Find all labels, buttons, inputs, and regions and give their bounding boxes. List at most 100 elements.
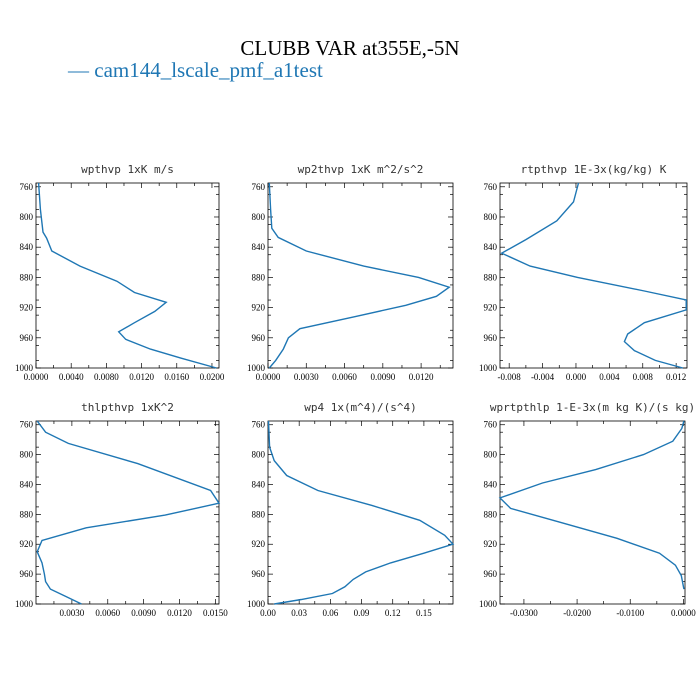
y-tick-label: 1000 — [15, 599, 34, 609]
chart-panel-2: wp2thvp 1xK m^2/s^2 760 800 840 880 920 960 100… — [247, 163, 454, 382]
x-tick-label: 0.0090 — [370, 372, 395, 382]
plot-frame — [267, 420, 454, 605]
y-tick-label: 920 — [484, 539, 498, 549]
y-tick-label: 760 — [484, 420, 498, 430]
x-tick-label: 0.0060 — [95, 608, 120, 618]
plot-frame — [35, 420, 220, 605]
y-tick-label: 800 — [20, 212, 34, 222]
y-tick-label: 760 — [20, 420, 34, 430]
series-line — [36, 420, 221, 605]
y-tick-label: 880 — [484, 509, 498, 519]
x-tick-label: 0.0000 — [671, 608, 696, 618]
y-tick-label: 880 — [252, 272, 266, 282]
y-tick-label: 960 — [20, 569, 34, 579]
y-tick-label: 960 — [484, 333, 498, 343]
chart-panel-3: rtpthvp 1E-3x(kg/kg) K 760 800 840 880 920 960… — [479, 163, 688, 382]
x-tick-label: 0.000 — [566, 372, 587, 382]
x-tick-label: 0.0120 — [409, 372, 434, 382]
y-tick-label: 800 — [252, 450, 266, 460]
y-tick-label: 960 — [20, 333, 34, 343]
panel-title: rtpthvp 1E-3x(kg/kg) K — [521, 163, 667, 176]
chart-panel-5: wp4 1x(m^4)/(s^4)76080084088092096010000… — [247, 401, 455, 618]
series-line — [37, 182, 217, 369]
x-tick-label: 0.0160 — [164, 372, 189, 382]
y-tick-label: 960 — [484, 569, 498, 579]
x-tick-label: 0.0060 — [332, 372, 357, 382]
y-tick-label: 880 — [20, 272, 34, 282]
y-tick-label: 1000 — [479, 363, 498, 373]
series-line — [267, 420, 455, 605]
y-tick-label: 800 — [252, 212, 266, 222]
x-tick-label: 0.0200 — [200, 372, 225, 382]
x-tick-label: 0.15 — [416, 608, 432, 618]
y-tick-label: 840 — [20, 479, 34, 489]
x-tick-label: -0.0100 — [616, 608, 644, 618]
plot-frame — [499, 420, 686, 605]
y-tick-label: 760 — [484, 182, 498, 192]
panel-title: wp2thvp 1xK m^2/s^2 — [298, 163, 424, 176]
y-tick-label: 920 — [484, 303, 498, 313]
y-tick-label: 1000 — [479, 599, 498, 609]
x-tick-label: 0.03 — [291, 608, 307, 618]
panel-title: wpthvp 1xK m/s — [81, 163, 174, 176]
x-tick-label: 0.0120 — [167, 608, 192, 618]
y-tick-label: 760 — [20, 182, 34, 192]
x-tick-label: 0.12 — [385, 608, 401, 618]
y-tick-label: 1000 — [247, 363, 266, 373]
y-tick-label: 800 — [484, 212, 498, 222]
y-tick-label: 840 — [20, 242, 34, 252]
y-tick-label: 760 — [252, 420, 266, 430]
y-tick-label: 920 — [252, 303, 266, 313]
y-tick-label: 800 — [484, 450, 498, 460]
series-line — [500, 182, 687, 369]
y-tick-label: 840 — [252, 479, 266, 489]
figure-title: CLUBB VAR at355E,-5N — [240, 36, 460, 60]
x-tick-label: -0.0300 — [510, 608, 538, 618]
x-tick-label: 0.0030 — [294, 372, 319, 382]
x-tick-label: -0.0200 — [563, 608, 591, 618]
x-tick-label: -0.008 — [498, 372, 522, 382]
plot-frame — [35, 182, 220, 369]
x-tick-label: 0.00 — [260, 608, 276, 618]
chart-panel-4: thlpthvp 1xK^2 760 800 840 880 920 960 1000 0.00… — [15, 401, 228, 618]
legend-entry: — cam144_lscale_pmf_a1test — [68, 58, 323, 82]
x-tick-label: 0.0150 — [203, 608, 228, 618]
y-tick-label: 880 — [252, 509, 266, 519]
series-line — [268, 182, 451, 369]
y-tick-label: 760 — [252, 182, 266, 192]
panel-title: wp4 1x(m^4)/(s^4) — [304, 401, 417, 414]
chart-panel-1: wpthvp 1xK m/s76080084088092096010000.00… — [15, 163, 225, 382]
y-tick-label: 920 — [20, 303, 34, 313]
x-tick-label: 0.0080 — [94, 372, 119, 382]
plot-frame — [267, 182, 454, 369]
y-tick-label: 840 — [252, 242, 266, 252]
y-tick-label: 1000 — [247, 599, 266, 609]
x-tick-label: 0.0000 — [24, 372, 49, 382]
x-tick-label: -0.004 — [531, 372, 555, 382]
y-tick-label: 920 — [20, 539, 34, 549]
x-tick-label: 0.004 — [599, 372, 620, 382]
x-tick-label: 0.0030 — [60, 608, 85, 618]
y-tick-label: 800 — [20, 450, 34, 460]
y-tick-label: 960 — [252, 569, 266, 579]
x-tick-label: 0.0090 — [131, 608, 156, 618]
y-tick-label: 840 — [484, 479, 498, 489]
panel-title: thlpthvp 1xK^2 — [81, 401, 174, 414]
x-tick-label: 0.008 — [633, 372, 654, 382]
y-tick-label: 1000 — [15, 363, 34, 373]
y-tick-label: 920 — [252, 539, 266, 549]
plot-frame — [499, 182, 688, 369]
x-tick-label: 0.0120 — [129, 372, 154, 382]
x-tick-label: 0.0000 — [256, 372, 281, 382]
y-tick-label: 840 — [484, 242, 498, 252]
x-tick-label: 0.06 — [322, 608, 338, 618]
series-line — [498, 420, 685, 590]
y-tick-label: 960 — [252, 333, 266, 343]
x-tick-label: 0.09 — [354, 608, 370, 618]
y-tick-label: 880 — [20, 509, 34, 519]
x-tick-label: 0.012 — [666, 372, 686, 382]
x-tick-label: 0.0040 — [59, 372, 84, 382]
chart-panel-6: wprtpthlp 1-E-3x(m kg K)/(s kg) 760 800 840… — [479, 401, 696, 618]
y-tick-label: 880 — [484, 272, 498, 282]
